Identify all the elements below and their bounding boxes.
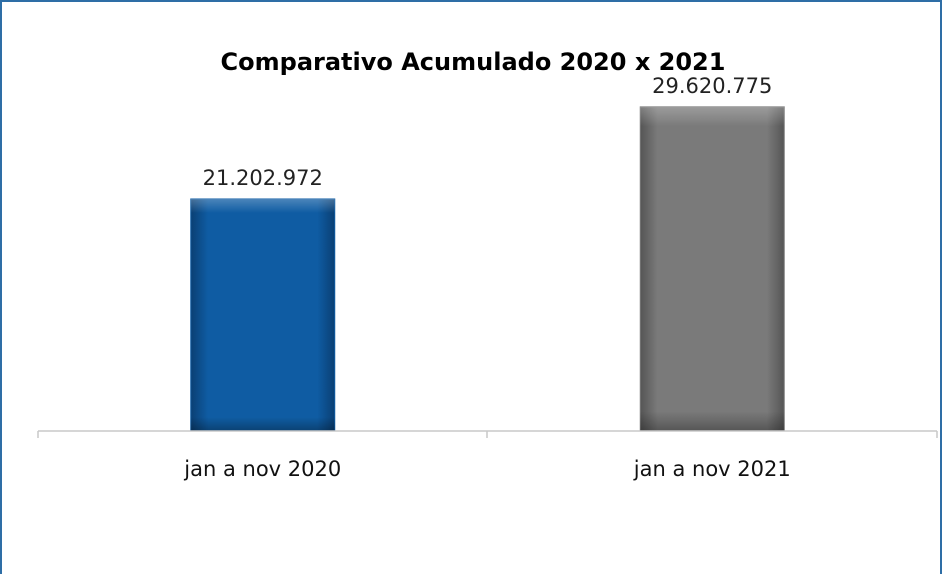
data-label: 29.620.775 xyxy=(652,74,772,98)
x-tick-label: jan a nov 2021 xyxy=(633,457,791,481)
data-label: 21.202.972 xyxy=(203,166,323,190)
chart-title: Comparativo Acumulado 2020 x 2021 xyxy=(220,48,726,76)
bar-bevel xyxy=(640,106,785,432)
bar-bevel xyxy=(190,198,335,431)
x-tick-label: jan a nov 2020 xyxy=(183,457,341,481)
